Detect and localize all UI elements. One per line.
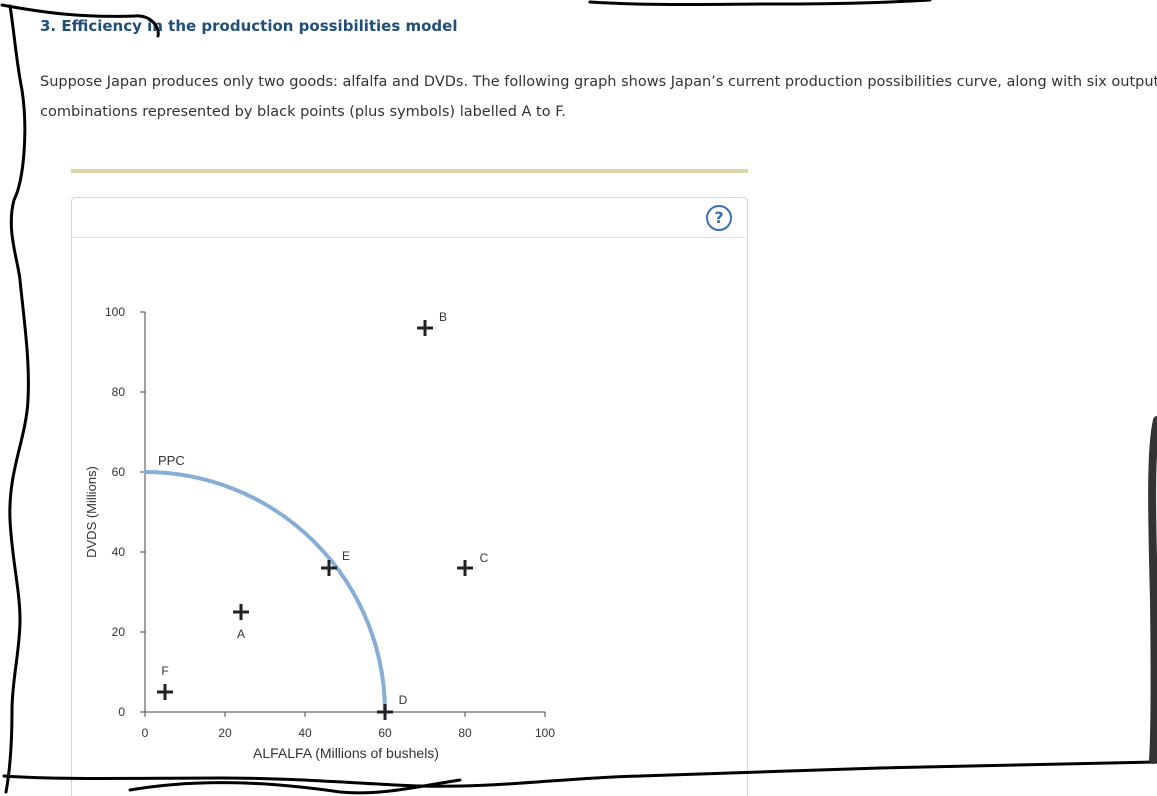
point-d[interactable]: D — [377, 693, 408, 720]
point-e[interactable]: E — [321, 549, 350, 576]
help-icon[interactable]: ? — [706, 205, 732, 231]
y-tick-label: 80 — [112, 385, 126, 399]
y-axis-label: DVDS (Millions) — [84, 466, 99, 558]
points-group: A B C D E F — [157, 310, 489, 720]
ppc-label: PPC — [158, 453, 185, 468]
x-tick-label: 20 — [218, 726, 232, 740]
panel-header-divider — [72, 237, 746, 238]
x-tick-label: 0 — [142, 726, 149, 740]
y-tick-label: 40 — [112, 545, 126, 559]
point-label: D — [399, 693, 408, 707]
point-label: F — [161, 664, 168, 678]
x-tick-label: 40 — [298, 726, 312, 740]
point-b[interactable]: B — [417, 310, 447, 336]
point-c[interactable]: C — [457, 551, 489, 576]
x-tick-label: 60 — [378, 726, 392, 740]
section-divider — [71, 169, 748, 173]
point-label: A — [237, 627, 245, 641]
question-intro: Suppose Japan produces only two goods: a… — [40, 74, 1157, 120]
y-tick-label: 100 — [105, 305, 125, 319]
point-label: E — [342, 549, 350, 563]
point-f[interactable]: F — [157, 664, 173, 700]
graph-panel — [71, 197, 748, 796]
point-label: C — [480, 551, 489, 565]
point-a[interactable]: A — [233, 604, 249, 641]
ppc-curve-group — [143, 470, 387, 714]
y-tick-label: 0 — [118, 705, 125, 719]
y-tick-label: 20 — [112, 625, 126, 639]
x-axis-label: ALFALFA (Millions of bushels) — [253, 745, 439, 761]
point-label: B — [439, 310, 447, 324]
y-tick-label: 60 — [112, 465, 126, 479]
ppc-curve — [143, 470, 387, 714]
x-tick-label: 100 — [535, 726, 555, 740]
x-tick-label: 80 — [458, 726, 472, 740]
chart-axes: 0 20 40 60 80 100 0 20 40 60 80 100 — [105, 305, 555, 740]
